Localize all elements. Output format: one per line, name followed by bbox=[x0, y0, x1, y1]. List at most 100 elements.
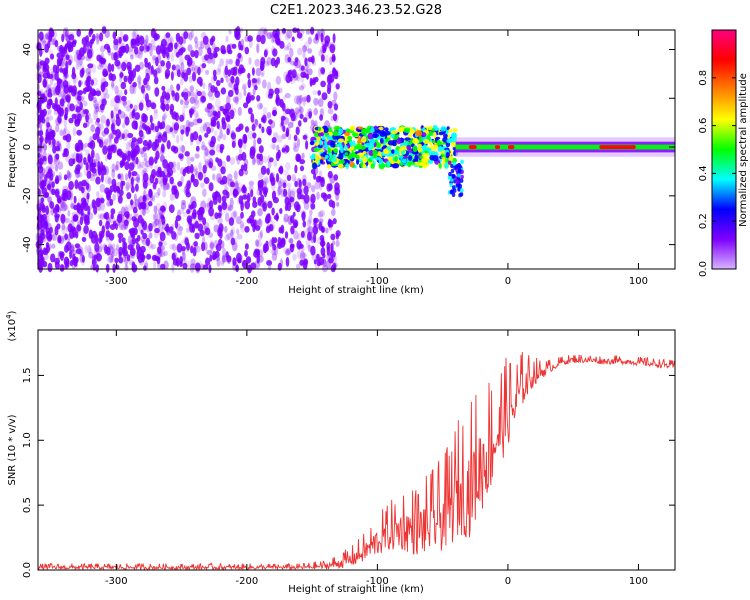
spectrogram-noise-cell bbox=[210, 75, 216, 84]
spectrogram-noise-cell bbox=[111, 142, 118, 150]
spectrogram-noise-cell bbox=[296, 138, 301, 148]
spectrogram-noise-cell bbox=[97, 123, 101, 131]
spectrogram-noise-cell bbox=[135, 156, 139, 165]
spectrogram-noise-cell bbox=[277, 176, 282, 185]
spectrogram-noise-cell bbox=[237, 138, 244, 146]
spectrogram-noise-cell bbox=[303, 117, 308, 123]
spectrogram-transition-cell bbox=[317, 132, 323, 137]
spectrogram-noise-cell bbox=[305, 238, 310, 248]
spectrogram-carrier-peak bbox=[507, 145, 515, 149]
spectrogram-noise-cell bbox=[124, 161, 130, 171]
spectrogram-transition-cell bbox=[418, 143, 422, 148]
spectrogram-noise-cell bbox=[178, 153, 184, 160]
spectrogram-noise-cell bbox=[181, 145, 186, 154]
spectrogram-noise-cell bbox=[67, 171, 72, 182]
spectrogram-noise-cell bbox=[202, 164, 207, 174]
spectrogram-transition-cell bbox=[349, 125, 356, 131]
spectrogram-noise-cell bbox=[155, 33, 160, 40]
spectrogram-noise-cell bbox=[221, 254, 226, 265]
spectrogram-noise-cell bbox=[186, 242, 190, 251]
spectrogram-noise-cell bbox=[294, 57, 299, 63]
spectrogram-noise-cell bbox=[246, 218, 252, 224]
spectrogram-noise-cell bbox=[233, 83, 239, 92]
spectrogram-noise-cell bbox=[171, 185, 176, 195]
spectrogram-noise-cell bbox=[58, 101, 65, 110]
spectrogram-noise-cell bbox=[256, 43, 260, 54]
spectrogram-noise-cell bbox=[59, 98, 65, 107]
spectrogram-noise-cell bbox=[321, 36, 327, 46]
spectrogram-noise-cell bbox=[132, 157, 137, 165]
spectrogram-noise-cell bbox=[138, 125, 143, 134]
spectrogram-transition-cell bbox=[450, 140, 458, 148]
spectrogram-noise-cell bbox=[204, 69, 210, 75]
spectrogram-transition-cell bbox=[411, 151, 419, 155]
spectrogram-noise-cell bbox=[162, 100, 166, 107]
spectrogram-noise-cell bbox=[227, 69, 232, 77]
spectrogram-noise-cell bbox=[130, 185, 135, 194]
spectrogram-noise-cell bbox=[106, 193, 112, 201]
spectrogram-noise-cell bbox=[125, 141, 131, 151]
spectrogram-noise-cell bbox=[119, 74, 123, 83]
spectrogram-noise-cell bbox=[148, 156, 154, 166]
spectrogram-noise-cell bbox=[320, 32, 324, 43]
spectrogram-noise-cell bbox=[299, 243, 304, 249]
spectrogram-noise-cell bbox=[236, 182, 243, 192]
spectrogram-noise-cell bbox=[289, 237, 294, 244]
spectrogram-noise-cell bbox=[227, 206, 232, 212]
spectrogram-noise-cell bbox=[54, 261, 60, 270]
spectrogram-noise-cell bbox=[298, 64, 304, 72]
spectrogram-transition-cell bbox=[415, 130, 423, 137]
spectrogram-noise-cell bbox=[104, 155, 108, 162]
spectrogram-noise-cell bbox=[108, 133, 114, 140]
spectrogram-noise-cell bbox=[106, 238, 112, 244]
spectrogram-noise-cell bbox=[144, 240, 150, 246]
spectrogram-noise-cell bbox=[241, 200, 247, 206]
spectrogram-noise-cell bbox=[332, 33, 336, 43]
spectrogram-noise-cell bbox=[104, 187, 110, 195]
spectrogram-noise-cell bbox=[163, 182, 170, 191]
spectrogram-noise-cell bbox=[238, 140, 243, 149]
spectrogram-transition-cell bbox=[337, 163, 344, 169]
spectrogram-noise-cell bbox=[142, 180, 148, 189]
snr-y-multiplier: (x104) bbox=[5, 310, 18, 341]
spectrogram-noise-cell bbox=[299, 106, 304, 115]
spectrogram-transition-cell bbox=[333, 153, 337, 158]
spectrogram-noise-cell bbox=[159, 205, 166, 212]
spectrogram-noise-cell bbox=[145, 72, 150, 82]
spectrogram-noise-cell bbox=[90, 124, 95, 133]
spectrogram-noise-cell bbox=[190, 30, 195, 39]
spectrogram-noise-cell bbox=[247, 79, 252, 89]
spectrogram-noise-cell bbox=[158, 241, 163, 247]
spectrogram-noise-cell bbox=[117, 216, 123, 223]
spectrogram-noise-cell bbox=[284, 34, 291, 41]
spectrogram-noise-cell bbox=[135, 176, 140, 182]
spectrogram-noise-cell bbox=[282, 125, 286, 133]
spectrogram-noise-cell bbox=[87, 117, 94, 124]
spectrogram-noise-cell bbox=[218, 208, 223, 218]
spectrogram-transition-cell bbox=[361, 136, 367, 143]
spectrogram-noise-cell bbox=[86, 170, 92, 179]
spectrogram-noise-cell bbox=[318, 49, 324, 57]
spectrogram-noise-cell bbox=[63, 69, 68, 77]
spectrogram-noise-cell bbox=[67, 223, 73, 233]
spectrogram-noise-cell bbox=[320, 80, 326, 88]
spectrogram-noise-cell bbox=[277, 186, 281, 196]
spectrogram-noise-cell bbox=[220, 260, 225, 267]
spectrogram-noise-cell bbox=[124, 89, 128, 96]
spectrogram-noise-cell bbox=[41, 37, 47, 43]
spectrogram-noise-cell bbox=[84, 218, 90, 226]
spectrogram-noise-cell bbox=[229, 230, 233, 236]
spectrogram-noise-cell bbox=[75, 152, 80, 163]
spectrogram-noise-cell bbox=[299, 33, 304, 42]
spectrogram-noise-cell bbox=[127, 235, 132, 245]
spectrogram-noise-cell bbox=[228, 217, 235, 226]
spectrogram-noise-cell bbox=[83, 101, 88, 107]
spectrogram-noise-cell bbox=[154, 227, 160, 234]
spectrogram-noise-cell bbox=[148, 200, 153, 207]
spectrogram-transition-cell bbox=[312, 162, 318, 170]
spectrogram-noise-cell bbox=[231, 140, 236, 149]
spectrogram-noise-cell bbox=[38, 157, 44, 166]
spectrogram-noise-cell bbox=[117, 213, 123, 220]
spectrogram-noise-cell bbox=[202, 188, 207, 198]
spectrogram-noise-cell bbox=[166, 171, 172, 178]
